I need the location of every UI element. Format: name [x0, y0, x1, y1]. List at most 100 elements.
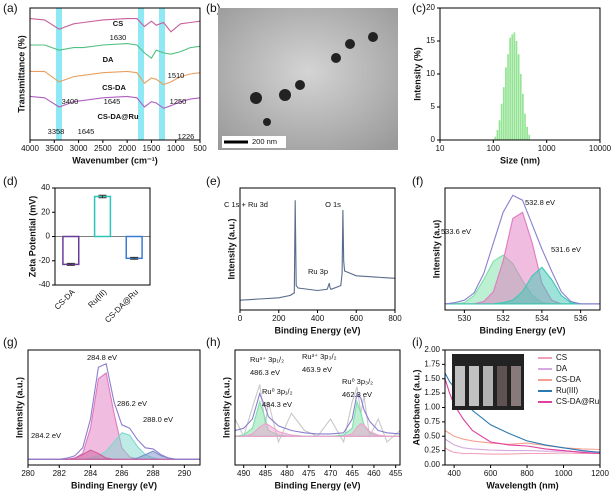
x-axis-label: Binding Energy (eV): [274, 480, 360, 490]
bar: [509, 37, 511, 141]
x-axis-label: Binding Energy (eV): [71, 480, 157, 490]
annotation: 3358: [48, 127, 65, 136]
panel-label: (e): [206, 174, 221, 188]
x-tick-label: 288: [146, 469, 160, 478]
x-tick-label: 460: [367, 469, 381, 478]
series-line: [234, 384, 401, 444]
panel-label: (i): [412, 335, 423, 349]
y-tick-label: 20: [426, 3, 435, 12]
x-tick-label: 284: [84, 469, 98, 478]
annotation: DA: [103, 55, 114, 64]
legend-label: Ru(III): [556, 386, 579, 395]
legend-label: CS: [556, 353, 567, 362]
x-tick-label: 286: [115, 469, 129, 478]
vial: [511, 366, 521, 406]
x-tick-label: 1200: [591, 469, 609, 478]
y-axis-label: Zeta Potential (mV): [27, 196, 37, 278]
nanoparticle: [250, 92, 262, 104]
legend-label: CS-DA@Ru: [556, 397, 599, 406]
annotation: 484.3 eV: [262, 400, 292, 409]
x-tick-label: 4000: [21, 144, 39, 153]
vial: [455, 366, 465, 406]
panel-label: (d): [3, 174, 18, 188]
highlight-band: [138, 8, 144, 140]
nanoparticle: [263, 118, 271, 126]
bar: [498, 120, 501, 140]
y-tick-label: 0: [46, 232, 51, 241]
y-axis-label: Intensity (a.u.): [221, 377, 231, 438]
x-tick-label: 2500: [94, 144, 112, 153]
annotation: 1510: [168, 71, 185, 80]
panel-label: (b): [206, 1, 221, 15]
y-axis-label: Intensity (a.u): [431, 220, 441, 279]
x-tick-label: 282: [53, 469, 67, 478]
bar: [526, 126, 528, 140]
nanoparticle: [331, 53, 341, 63]
x-axis-label: Binding Energy (eV): [479, 325, 565, 335]
y-tick-label: -20: [38, 256, 50, 265]
tem-image: [218, 8, 398, 150]
annotation: CS: [113, 19, 123, 28]
x-tick-label: 470: [324, 469, 338, 478]
bar: [507, 54, 509, 141]
y-axis-label: Transmittance (%): [16, 35, 26, 113]
y-tick-label: -40: [38, 280, 50, 289]
y-tick-label: 1.75: [424, 359, 440, 368]
series-line: [30, 70, 201, 86]
x-tick-label: 10000: [589, 144, 611, 153]
annotation: Ru⁰ 3p₃/₂: [342, 377, 373, 386]
y-tick-label: 0.00: [424, 460, 440, 469]
plot-frame: [27, 349, 201, 466]
highlight-band: [56, 8, 62, 140]
plot-frame: [239, 187, 396, 311]
plot-frame: [54, 187, 151, 286]
vial: [483, 366, 493, 406]
x-tick-label: 2000: [118, 144, 136, 153]
annotation: 1250: [170, 97, 187, 106]
x-tick-label: Ru(III): [86, 287, 108, 309]
bar: [513, 32, 516, 140]
x-tick-label: CS-DA@Ru: [103, 288, 140, 325]
plot-frame: [29, 7, 201, 141]
x-tick-label: 0: [238, 314, 243, 323]
x-tick-label: 600: [350, 314, 364, 323]
x-tick-label: 290: [178, 469, 192, 478]
bar: [511, 34, 514, 140]
x-tick-label: CS-DA: [53, 287, 77, 311]
bar: [522, 93, 524, 140]
y-axis-label: Intensity (a.u.): [226, 218, 236, 279]
x-tick-label: 1000: [538, 144, 556, 153]
plot-frame: [444, 349, 601, 466]
panel-label: (c): [412, 1, 426, 15]
x-tick-label: 200: [272, 314, 286, 323]
bar: [125, 235, 143, 260]
x-tick-label: 800: [520, 469, 534, 478]
annotation: Ru³⁺ 3p₃/₂: [302, 352, 337, 361]
y-tick-label: 0: [431, 135, 436, 144]
annotation: 462.3 eV: [342, 390, 372, 399]
nanoparticle: [295, 80, 305, 90]
annotation: 284.8 eV: [87, 353, 117, 362]
legend-label: DA: [556, 364, 568, 373]
y-tick-label: 2.00: [424, 345, 440, 354]
x-axis-label: Wavenumber (cm⁻¹): [72, 155, 157, 165]
annotation: 1226: [178, 132, 195, 141]
panel-label: (f): [412, 174, 423, 188]
x-tick-label: 455: [389, 469, 403, 478]
y-tick-label: 40: [41, 183, 50, 192]
scale-bar-bg: [222, 136, 286, 148]
panel-label: (a): [3, 1, 18, 15]
bar: [528, 134, 531, 140]
annotation: 288.0 eV: [143, 415, 173, 424]
bar: [515, 41, 518, 140]
annotation: O 1s: [325, 200, 341, 209]
x-tick-label: 3500: [45, 144, 63, 153]
bar: [93, 195, 112, 238]
y-tick-label: 1.00: [424, 403, 440, 412]
x-axis-label: Binding Energy (eV): [274, 325, 360, 335]
series-line: [29, 18, 201, 33]
x-tick-label: 534: [535, 314, 549, 323]
annotation: 3400: [62, 97, 79, 106]
annotation: 532.8 eV: [525, 198, 555, 207]
x-tick-label: 530: [458, 314, 472, 323]
